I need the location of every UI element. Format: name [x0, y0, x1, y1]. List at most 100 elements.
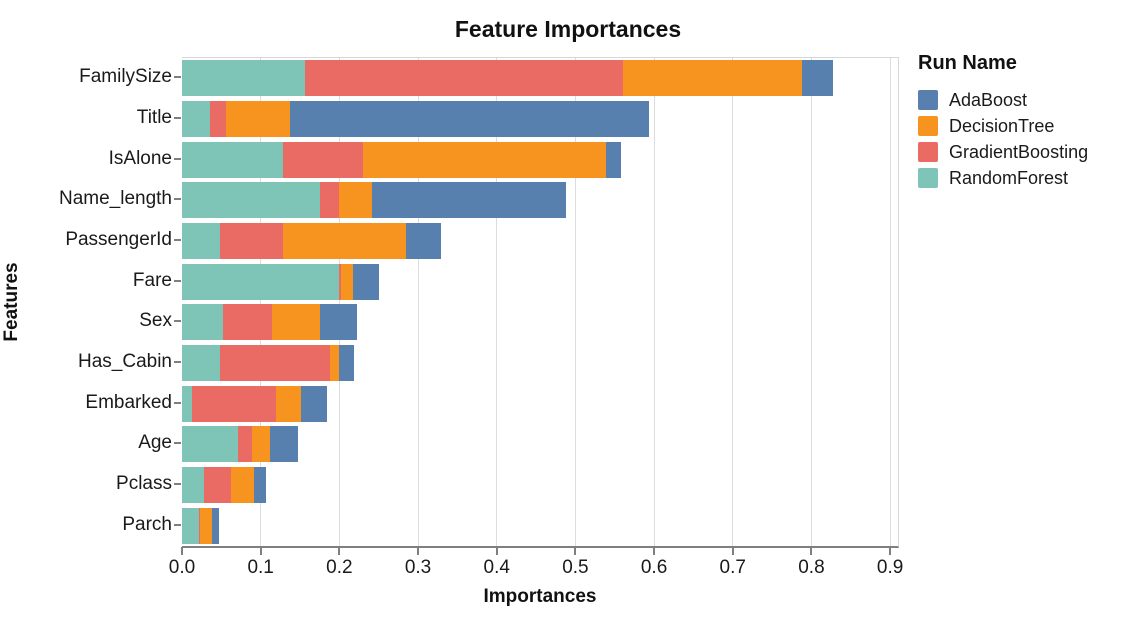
y-tick-mark	[174, 442, 181, 445]
bar-segment-gradientboosting	[222, 304, 272, 341]
y-tick-mark	[174, 76, 181, 79]
bar-segment-adaboost	[300, 385, 327, 422]
y-tick-label: Embarked	[85, 391, 172, 413]
bar-segment-decisiontree	[275, 385, 301, 422]
y-tick-mark	[174, 198, 181, 201]
x-tick-mark	[259, 547, 262, 555]
y-tick-label: PassengerId	[65, 229, 172, 250]
x-tick-label: 0.0	[168, 557, 196, 578]
bar-segment-gradientboosting	[204, 467, 231, 503]
gridline	[653, 58, 655, 546]
bar-segment-adaboost	[802, 60, 834, 97]
legend-item-gradientboosting: GradientBoosting	[918, 139, 1128, 165]
bar-segment-randomforest	[182, 223, 220, 259]
x-tick-mark	[574, 547, 577, 555]
x-tick-label: 0.6	[640, 557, 668, 578]
legend-items: AdaBoost DecisionTree GradientBoosting Rand…	[918, 87, 1128, 191]
bar-segment-decisiontree	[200, 507, 212, 544]
bar-segment-randomforest	[182, 60, 305, 97]
bar-segment-decisiontree	[230, 467, 254, 503]
bar-segment-randomforest	[182, 385, 193, 422]
bar-segment-adaboost	[372, 182, 566, 219]
bar-row-title	[182, 101, 898, 137]
y-tick-label: Has_Cabin	[78, 351, 172, 372]
gridline	[260, 58, 262, 546]
x-tick-mark	[653, 547, 656, 555]
bar-segment-gradientboosting	[237, 426, 253, 463]
x-tick-mark	[417, 547, 420, 555]
bar-segment-decisiontree	[226, 101, 290, 137]
bar-segment-randomforest	[182, 304, 223, 341]
x-tick-mark	[731, 547, 734, 555]
bar-row-familysize	[182, 60, 898, 97]
x-tick-label: 0.5	[562, 557, 589, 578]
legend-title: Run Name	[918, 52, 1017, 74]
y-tick-mark	[174, 157, 181, 160]
y-axis-title: Features	[1, 262, 22, 342]
y-tick-mark	[174, 361, 181, 363]
bar-segment-decisiontree	[283, 223, 407, 259]
plot-area	[182, 57, 899, 548]
y-tick-label: IsAlone	[108, 147, 172, 169]
x-tick-label: 0.4	[483, 557, 510, 578]
y-tick-label: Fare	[132, 269, 172, 291]
gridline	[810, 58, 812, 546]
x-tick-mark	[889, 547, 892, 555]
gridline	[889, 58, 891, 546]
x-axis-title: Importances	[483, 586, 597, 607]
bar-row-isalone	[182, 141, 898, 178]
y-tick-mark	[174, 117, 181, 119]
bar-row-has_cabin	[182, 345, 898, 381]
y-tick-label: Age	[138, 432, 172, 454]
bar-segment-adaboost	[253, 467, 267, 503]
bar-segment-gradientboosting	[319, 182, 340, 219]
bar-segment-decisiontree	[252, 426, 271, 463]
bar-segment-gradientboosting	[219, 223, 284, 259]
bar-segment-decisiontree	[271, 304, 320, 341]
bar-row-age	[182, 426, 898, 463]
legend-label: DecisionTree	[949, 115, 1055, 136]
bar-segment-adaboost	[289, 101, 650, 137]
bar-segment-adaboost	[270, 426, 299, 463]
y-tick-mark	[174, 401, 181, 404]
bar-segment-gradientboosting	[219, 345, 330, 381]
bar-row-parch	[182, 507, 898, 544]
bar-segment-decisiontree	[329, 345, 340, 381]
bar-segment-randomforest	[182, 345, 220, 381]
bar-segment-randomforest	[182, 426, 238, 463]
bar-segment-gradientboosting	[282, 141, 363, 178]
y-tick-mark	[174, 483, 181, 485]
bar-segment-gradientboosting	[304, 60, 623, 97]
y-tick-label: FamilySize	[79, 66, 172, 88]
bar-row-name_length	[182, 182, 898, 219]
y-tick-label: Sex	[139, 310, 172, 332]
bar-row-fare	[182, 263, 898, 300]
x-tick-label: 0.8	[798, 557, 825, 578]
y-tick-mark	[174, 523, 181, 526]
legend-item-adaboost: AdaBoost	[918, 87, 1128, 113]
y-tick-label: Parch	[122, 513, 172, 535]
bar-segment-adaboost	[406, 223, 441, 259]
x-tick-label: 0.2	[326, 557, 353, 578]
bar-row-pclass	[182, 467, 898, 503]
x-tick-label: 0.3	[404, 557, 432, 578]
bar-segment-randomforest	[182, 101, 211, 137]
bar-segment-randomforest	[182, 263, 340, 300]
x-tick-mark	[181, 547, 183, 555]
legend-label: RandomForest	[949, 167, 1069, 188]
bar-segment-gradientboosting	[192, 385, 276, 422]
bar-segment-adaboost	[211, 507, 219, 544]
y-tick-mark	[174, 239, 181, 241]
bar-segment-adaboost	[352, 263, 380, 300]
y-tick-mark	[174, 320, 181, 323]
legend-item-randomforest: RandomForest	[918, 165, 1128, 191]
bar-row-sex	[182, 304, 898, 341]
y-tick-label: Title	[136, 107, 172, 128]
legend-swatch	[918, 90, 938, 110]
bar-row-passengerid	[182, 223, 898, 259]
x-tick-label: 0.9	[876, 557, 904, 578]
x-tick-mark	[810, 547, 813, 555]
legend-swatch	[918, 142, 938, 162]
bar-segment-gradientboosting	[339, 263, 341, 300]
